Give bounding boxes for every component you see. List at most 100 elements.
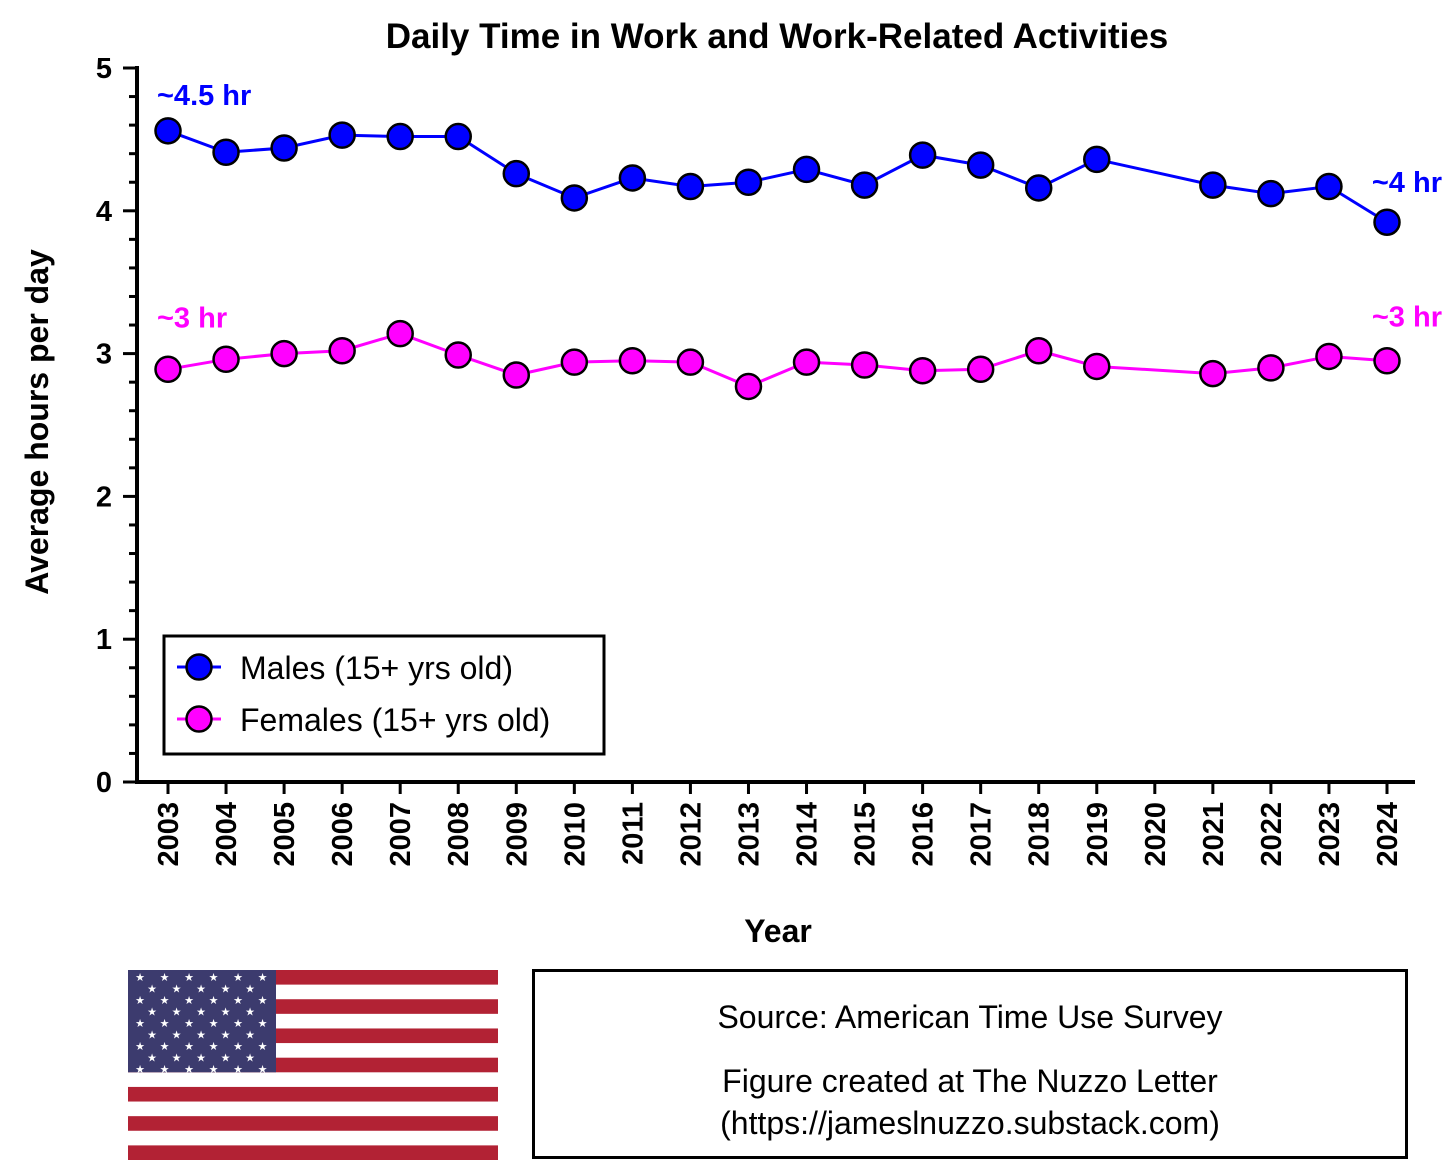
flag-star: ★ xyxy=(160,1040,170,1053)
point-females-2012 xyxy=(676,348,705,376)
x-tick-label: 2012 xyxy=(675,802,707,867)
annotations: ~4.5 hr ~4 hr ~3 hr ~3 hr xyxy=(157,80,1442,334)
flag-star: ★ xyxy=(135,1040,145,1053)
axes xyxy=(135,66,1415,784)
x-tick-label: 2007 xyxy=(385,802,417,867)
flag-stripe xyxy=(128,1130,498,1146)
flag-star: ★ xyxy=(258,1040,268,1053)
point-males-2021 xyxy=(1199,171,1227,199)
chart-title: Daily Time in Work and Work-Related Acti… xyxy=(386,17,1169,56)
point-females-2022 xyxy=(1257,354,1285,382)
x-axis-label: Year xyxy=(744,913,812,949)
flag-star: ★ xyxy=(160,1063,170,1076)
x-tick-label: 2015 xyxy=(850,802,882,867)
flag-star: ★ xyxy=(196,1052,206,1065)
point-males-2007 xyxy=(386,122,414,151)
flag-stripe xyxy=(128,1116,498,1132)
flag-star: ★ xyxy=(258,971,268,984)
flag-stripe xyxy=(128,1086,498,1103)
flag-star: ★ xyxy=(184,994,194,1007)
point-males-2012 xyxy=(676,172,705,201)
flag-star: ★ xyxy=(196,1029,206,1042)
flag-stripe xyxy=(128,1101,498,1117)
point-males-2006 xyxy=(328,121,356,149)
point-females-2016 xyxy=(908,356,937,385)
point-males-2019 xyxy=(1083,145,1111,174)
point-females-2005 xyxy=(270,339,298,368)
point-females-2009 xyxy=(502,361,531,389)
x-tick-label: 2013 xyxy=(733,802,765,867)
flag-star: ★ xyxy=(135,1063,145,1076)
source-text: Source: American Time Use Survey xyxy=(717,999,1223,1035)
flag-star: ★ xyxy=(209,994,219,1007)
flag-star: ★ xyxy=(184,971,194,984)
flag-star: ★ xyxy=(209,1063,219,1076)
point-females-2013 xyxy=(734,372,763,401)
flag-star: ★ xyxy=(245,983,255,996)
point-males-2009 xyxy=(502,159,531,188)
flag-star: ★ xyxy=(147,1052,157,1065)
x-tick-label: 2016 xyxy=(908,802,940,867)
flag-star: ★ xyxy=(233,1017,243,1030)
flag-star: ★ xyxy=(147,1029,157,1042)
y-tick-label: 1 xyxy=(96,624,112,656)
x-tick-label: 2018 xyxy=(1024,802,1056,867)
flag-star: ★ xyxy=(172,1029,182,1042)
point-males-2005 xyxy=(270,134,298,162)
point-females-2015 xyxy=(850,351,879,379)
point-females-2019 xyxy=(1083,352,1111,381)
x-tick-label: 2014 xyxy=(792,802,824,867)
point-males-2017 xyxy=(966,151,995,179)
y-ticks: 0 1 2 3 4 5 xyxy=(96,53,137,799)
flag-star: ★ xyxy=(147,983,157,996)
point-females-2011 xyxy=(618,346,647,375)
x-tick-label: 2010 xyxy=(559,802,591,867)
flag-star: ★ xyxy=(245,1029,255,1042)
flag-star: ★ xyxy=(196,983,206,996)
flag-star: ★ xyxy=(245,1006,255,1019)
y-tick-label: 5 xyxy=(96,53,112,85)
point-females-2023 xyxy=(1315,342,1343,371)
flag-star: ★ xyxy=(135,1017,145,1030)
x-tick-label: 2009 xyxy=(501,802,533,867)
point-females-2014 xyxy=(792,348,821,376)
legend-box xyxy=(162,634,606,756)
flag-star: ★ xyxy=(233,994,243,1007)
y-tick-label: 0 xyxy=(96,767,112,799)
legend-marker-males xyxy=(185,653,213,681)
flag-star: ★ xyxy=(135,971,145,984)
flag-star: ★ xyxy=(184,1017,194,1030)
y-axis-label: Average hours per day xyxy=(19,249,55,595)
point-males-2003 xyxy=(154,117,182,145)
flag-star: ★ xyxy=(258,1063,268,1076)
flag-star: ★ xyxy=(233,971,243,984)
flag-star: ★ xyxy=(221,1006,231,1019)
point-females-2024 xyxy=(1373,346,1401,375)
flag-star: ★ xyxy=(209,1040,219,1053)
point-males-2023 xyxy=(1315,172,1343,201)
point-females-2010 xyxy=(560,348,589,376)
point-females-2004 xyxy=(212,345,240,374)
flag-stripe xyxy=(128,1145,498,1160)
annotation-label: ~3 hr xyxy=(157,302,227,334)
flag-star: ★ xyxy=(184,1040,194,1053)
point-females-2021 xyxy=(1199,359,1227,388)
point-females-2018 xyxy=(1024,336,1053,365)
flag-star: ★ xyxy=(245,1052,255,1065)
legend: Males (15+ yrs old) Females (15+ yrs old… xyxy=(162,634,606,756)
x-tick-label: 2011 xyxy=(617,802,649,865)
point-females-2003 xyxy=(154,355,182,384)
flag-stripe xyxy=(128,1072,498,1088)
point-males-2016 xyxy=(908,141,937,169)
x-tick-label: 2004 xyxy=(211,802,243,867)
series-layer xyxy=(154,117,1401,401)
flag-star: ★ xyxy=(184,1063,194,1076)
flag-star: ★ xyxy=(209,971,219,984)
x-tick-label: 2019 xyxy=(1082,802,1114,867)
point-males-2008 xyxy=(444,122,472,151)
chart: Daily Time in Work and Work-Related Acti… xyxy=(19,17,1442,949)
x-ticks: 2003 2004 2005 2006 2007 2008 2009 2010 2011 2012… xyxy=(153,782,1404,867)
credit-text: Figure created at The Nuzzo Letter xyxy=(722,1063,1218,1099)
x-tick-label: 2022 xyxy=(1256,802,1288,867)
point-males-2011 xyxy=(618,164,647,192)
